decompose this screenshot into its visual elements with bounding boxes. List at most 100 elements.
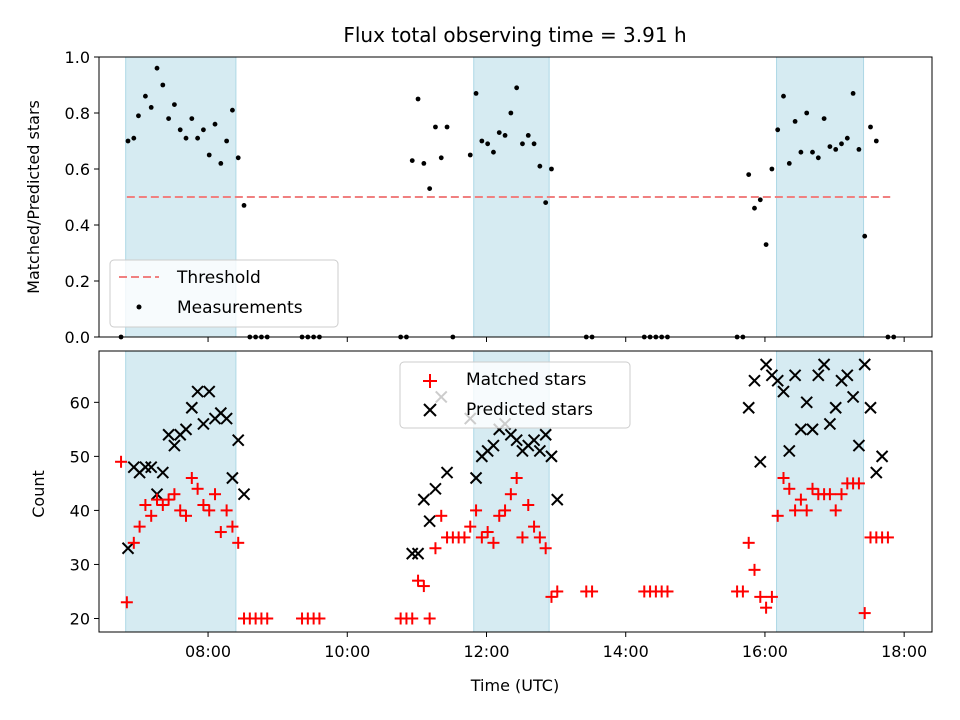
count-observing-window-0	[125, 350, 237, 633]
predicted-stars-point	[533, 444, 547, 458]
predicted-stars-point	[423, 515, 436, 528]
measurement-point	[195, 135, 201, 141]
matched-stars-point	[220, 504, 233, 517]
measurement-point	[786, 161, 792, 166]
matched-stars-point	[510, 471, 523, 484]
measurement-point	[154, 65, 160, 71]
measurement-point	[224, 138, 230, 144]
predicted-stars-point	[237, 487, 251, 501]
matched-stars-point	[133, 520, 146, 533]
count-y-tick-label: 20	[70, 609, 90, 628]
predicted-stars-point	[823, 417, 837, 431]
legend-predicted-swatch	[423, 403, 437, 417]
matched-stars-point	[806, 482, 819, 495]
legend-threshold-label: Threshold	[176, 268, 261, 288]
predicted-stars-point	[841, 369, 854, 382]
predicted-stars-point	[771, 374, 784, 387]
legend-measurements-label: Measurements	[177, 298, 303, 318]
predicted-stars-point	[232, 433, 245, 447]
matched-stars-point	[145, 509, 158, 522]
measurement-point	[514, 85, 520, 91]
matched-stars-point	[539, 542, 552, 555]
matched-stars-point	[162, 493, 175, 506]
matched-stars-point	[783, 482, 796, 495]
matched-stars-point	[829, 504, 842, 517]
predicted-stars-point	[545, 450, 558, 463]
matched-stars-point	[800, 504, 813, 517]
measurement-point	[201, 127, 206, 133]
predicted-stars-point	[185, 401, 199, 414]
measurement-point	[491, 149, 496, 155]
matched-stars-point	[120, 596, 133, 609]
matched-stars-point	[499, 504, 512, 517]
legend-matched-swatch	[423, 374, 437, 388]
predicted-stars-point	[417, 493, 431, 506]
matched-stars-point	[794, 493, 807, 506]
matched-stars-point	[458, 531, 471, 544]
measurement-point	[241, 203, 247, 208]
matched-stars-point	[528, 520, 541, 533]
ratio-panel: 0.0 0.2 0.4 0.6 0.8 1.0 Flux total observing …	[24, 23, 933, 347]
predicted-stars-point	[870, 466, 883, 479]
predicted-stars-point	[812, 369, 825, 382]
matched-stars-point	[180, 509, 193, 522]
measurement-point	[131, 135, 137, 141]
measurement-point	[769, 166, 775, 172]
measurement-point	[792, 119, 798, 124]
measurement-point	[833, 147, 839, 152]
measurement-point	[433, 124, 438, 130]
matched-stars-point	[823, 488, 836, 501]
matched-stars-point	[748, 563, 761, 576]
x-tick-label: 18:00	[881, 642, 927, 661]
legend-predicted-label: Predicted stars	[466, 400, 593, 420]
matched-stars-point	[464, 520, 477, 533]
measurement-point	[856, 147, 862, 152]
predicted-stars-point	[754, 455, 767, 468]
predicted-stars-point	[406, 547, 419, 560]
predicted-stars-point	[748, 374, 761, 387]
predicted-stars-point	[539, 428, 552, 441]
predicted-stars-point	[800, 396, 813, 409]
matched-stars-point	[151, 493, 164, 506]
measurement-point	[467, 152, 473, 158]
measurement-point	[763, 242, 769, 248]
measurement-point	[781, 93, 786, 99]
measurement-point	[166, 116, 172, 121]
measurement-point	[844, 135, 850, 141]
matched-stars-point	[156, 499, 169, 512]
matched-stars-point	[487, 536, 500, 549]
measurement-point	[136, 113, 141, 119]
matched-stars-point	[789, 504, 802, 517]
measurement-point	[752, 205, 757, 211]
measurement-point	[206, 152, 212, 158]
predicted-stars-point	[794, 423, 808, 436]
ratio-y-axis-label: Matched/Predicted stars	[24, 100, 43, 294]
measurement-point	[804, 110, 810, 116]
predicted-stars-point	[226, 471, 239, 485]
count-y-tick-label: 40	[70, 501, 90, 520]
x-tick-label: 14:00	[603, 642, 649, 661]
legend-matched-label: Matched stars	[466, 370, 586, 390]
predicted-stars-point	[817, 358, 831, 371]
count-legend: Matched stars Predicted stars	[399, 361, 631, 429]
matched-stars-point	[661, 585, 674, 598]
measurement-point	[421, 161, 427, 166]
predicted-stars-point	[759, 358, 773, 371]
predicted-stars-point	[156, 466, 170, 479]
measurement-point	[502, 133, 508, 138]
predicted-stars-point	[429, 482, 442, 496]
matched-stars-point	[481, 526, 494, 539]
ratio-y-tick-label: 1.0	[65, 48, 90, 67]
matched-stars-point	[197, 499, 210, 512]
matched-stars-point	[209, 488, 222, 501]
matched-stars-point	[858, 607, 871, 620]
measurement-point	[415, 96, 421, 102]
predicted-stars-point	[829, 401, 842, 414]
measurement-point	[473, 91, 479, 96]
measurement-point	[172, 102, 177, 107]
count-legend-box	[399, 361, 631, 429]
predicted-stars-point	[742, 401, 755, 414]
matched-stars-point	[417, 580, 430, 593]
measurement-point	[815, 155, 821, 161]
matched-stars-point	[470, 504, 483, 517]
